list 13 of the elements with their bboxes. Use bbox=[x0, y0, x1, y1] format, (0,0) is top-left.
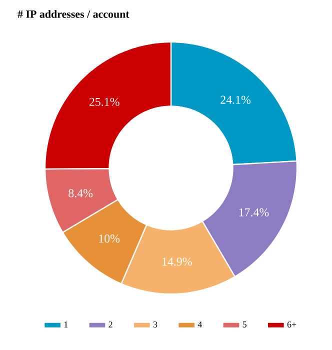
data-label: 14.9% bbox=[162, 258, 192, 266]
legend-label: 3 bbox=[153, 321, 158, 328]
legend-label: 1 bbox=[64, 321, 68, 328]
data-label: 24.1% bbox=[220, 96, 251, 104]
legend-label: 6+ bbox=[287, 321, 296, 328]
legend-label: 2 bbox=[108, 321, 112, 328]
data-label: 17.4% bbox=[239, 208, 269, 216]
legend-label: 4 bbox=[198, 321, 202, 328]
data-label: 25.1% bbox=[89, 98, 120, 106]
legend-label: 5 bbox=[242, 321, 246, 328]
data-label: 10% bbox=[99, 234, 120, 243]
data-label: 8.4% bbox=[68, 189, 93, 198]
chart-title: # IP addresses / account bbox=[18, 10, 130, 18]
